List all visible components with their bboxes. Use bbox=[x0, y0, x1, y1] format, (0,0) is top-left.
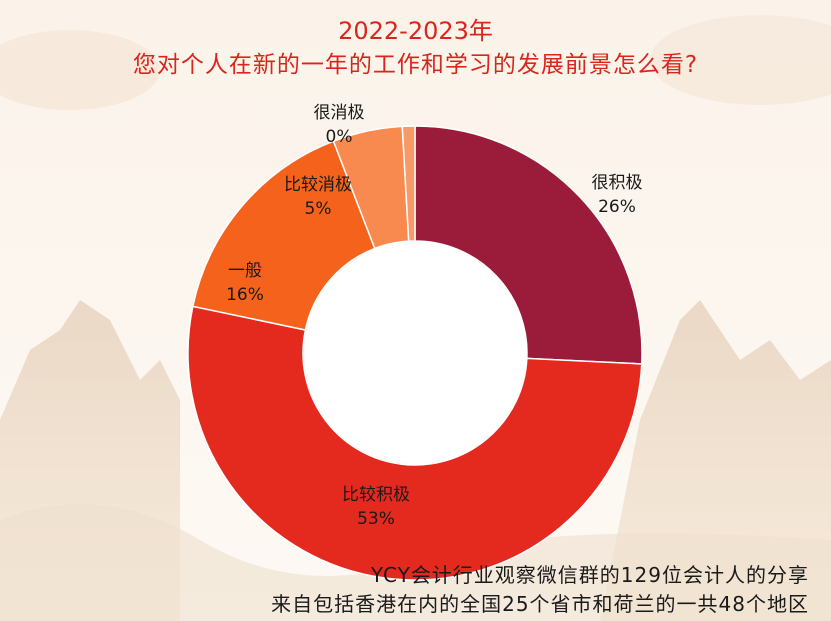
donut-slice bbox=[187, 305, 643, 581]
slice-category-label: 比较消极 bbox=[284, 175, 352, 195]
slice-category-label: 一般 bbox=[228, 261, 262, 281]
slice-percent-label: 16% bbox=[226, 285, 264, 305]
donut-hole bbox=[304, 242, 526, 464]
slice-percent-label: 5% bbox=[305, 199, 332, 219]
chart-subtitle: 您对个人在新的一年的工作和学习的发展前景怎么看? bbox=[132, 52, 699, 78]
chart-header: 2022-2023年 您对个人在新的一年的工作和学习的发展前景怎么看? bbox=[0, 14, 831, 82]
donut-slice bbox=[191, 140, 376, 331]
donut-slice bbox=[401, 125, 416, 242]
slice-percent-label: 26% bbox=[598, 197, 636, 217]
slice-category-label: 比较积极 bbox=[342, 485, 410, 505]
slice-category-label: 很积极 bbox=[592, 173, 643, 193]
slice-category-label: 很消极 bbox=[314, 103, 365, 123]
slice-percent-label: 53% bbox=[357, 509, 395, 529]
donut-slice bbox=[414, 125, 643, 365]
footer-line-2: 来自包括香港在内的全国25个省市和荷兰的一共48个地区 bbox=[271, 592, 809, 616]
chart-title: 2022-2023年 bbox=[338, 17, 493, 45]
footer-note: YCY会计行业观察微信群的129位会计人的分享 来自包括香港在内的全国25个省市… bbox=[271, 561, 809, 619]
footer-line-1: YCY会计行业观察微信群的129位会计人的分享 bbox=[370, 563, 809, 587]
slice-percent-label: 0% bbox=[326, 127, 353, 147]
